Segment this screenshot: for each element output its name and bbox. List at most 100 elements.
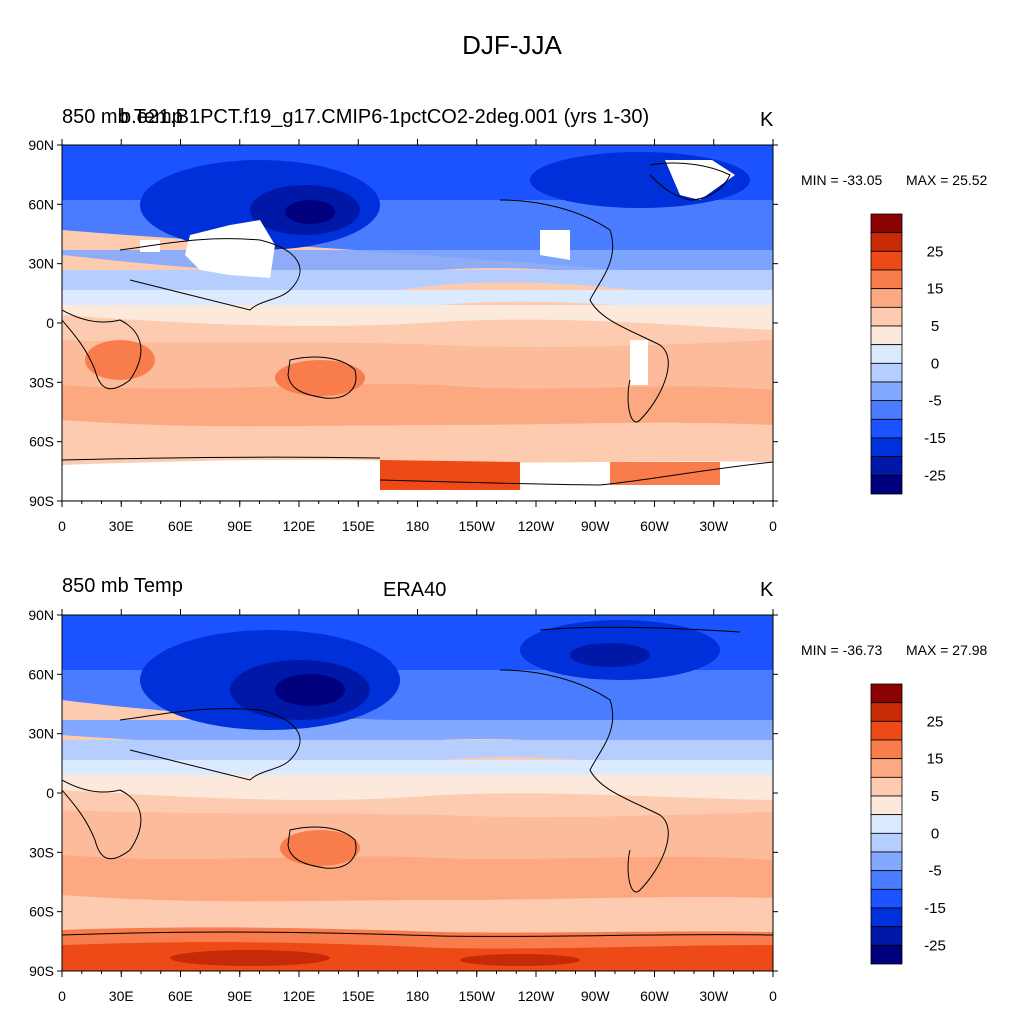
top-min-label: MIN = -33.05	[801, 172, 883, 188]
bottom-colorbar-swatch	[870, 907, 903, 928]
top-colorbar-swatch	[870, 213, 903, 234]
bottom-colorbar: 25 15 5 0 -5 -15 -25	[870, 683, 946, 965]
top-lon-label: 30W	[699, 518, 729, 534]
bottom-units: K	[760, 579, 774, 601]
bottom-lon-label: 90E	[227, 988, 252, 1004]
bottom-colorbar-swatch	[870, 926, 903, 946]
top-colorbar-swatch	[870, 306, 903, 327]
bottom-colorbar-swatch	[870, 795, 903, 816]
model-map-panel: 850 mb Temp b.e21.B1PCT.f19_g17.CMIP6-1p…	[28, 106, 987, 534]
top-colorbar-swatch	[870, 474, 903, 495]
top-lat-label: 0	[46, 315, 54, 331]
top-colorbar-swatch	[870, 325, 903, 346]
bottom-lon-label: 60E	[168, 988, 193, 1004]
bottom-colorbar-swatch	[870, 870, 903, 890]
bottom-min-label: MIN = -36.73	[801, 642, 883, 658]
bottom-colorbar-swatch	[870, 944, 903, 965]
top-colorbar-swatch	[870, 232, 903, 252]
bottom-colorbar-label: 15	[927, 751, 944, 768]
bottom-lon-label: 150E	[342, 988, 375, 1004]
top-contour-field	[62, 145, 773, 501]
top-axis-ticks	[57, 139, 778, 507]
top-colorbar-label: -5	[928, 393, 941, 410]
top-lat-label: 30S	[29, 374, 54, 390]
top-units: K	[760, 109, 774, 131]
top-colorbar-swatch	[870, 437, 903, 458]
top-lat-label: 90N	[28, 137, 54, 153]
top-lon-label: 120E	[283, 518, 316, 534]
bottom-case-title: ERA40	[383, 579, 446, 601]
top-lon-label: 0	[58, 518, 66, 534]
top-colorbar-swatch	[870, 400, 903, 420]
bottom-lon-label: 150W	[458, 988, 495, 1004]
top-lon-label: 120W	[518, 518, 555, 534]
coastlines	[62, 162, 773, 486]
bottom-colorbar-swatch	[870, 720, 903, 741]
top-lon-label: 30E	[109, 518, 134, 534]
top-colorbar-label: 15	[927, 281, 944, 298]
top-lon-label: 180	[406, 518, 430, 534]
bottom-colorbar-label: 5	[931, 788, 939, 805]
top-colorbar-label: -25	[924, 467, 946, 484]
bottom-colorbar-swatch	[870, 758, 903, 778]
bottom-max-label: MAX = 27.98	[906, 642, 988, 658]
top-lon-label: 150E	[342, 518, 375, 534]
bottom-lon-label: 90W	[581, 988, 611, 1004]
top-colorbar-swatch	[870, 456, 903, 476]
bottom-colorbar-label: -5	[928, 863, 941, 880]
top-colorbar: 25 15 5 0 -5 -15 -25	[870, 213, 946, 495]
top-lon-label: 150W	[458, 518, 495, 534]
top-lat-label: 30N	[28, 256, 54, 272]
bottom-lon-label: 30E	[109, 988, 134, 1004]
bottom-colorbar-swatch	[870, 888, 903, 909]
top-lat-label: 60S	[29, 434, 54, 450]
top-colorbar-swatch	[870, 362, 903, 383]
top-colorbar-label: -15	[924, 430, 946, 447]
bottom-lat-label: 30N	[28, 726, 54, 742]
bottom-axis-ticks	[57, 609, 778, 977]
bottom-lat-label: 90N	[28, 607, 54, 623]
top-colorbar-swatch	[870, 381, 903, 402]
top-lon-label: 90E	[227, 518, 252, 534]
top-colorbar-label: 5	[931, 318, 939, 335]
bottom-colorbar-swatch	[870, 776, 903, 797]
top-colorbar-swatch	[870, 250, 903, 271]
top-left-title: 850 mb Temp	[62, 106, 183, 128]
bottom-colorbar-label: -15	[924, 900, 946, 917]
top-max-label: MAX = 25.52	[906, 172, 988, 188]
bottom-lat-label: 30S	[29, 844, 54, 860]
bottom-colorbar-label: 0	[931, 825, 939, 842]
bottom-lon-label: 0	[769, 988, 777, 1004]
coastlines-ref	[62, 626, 773, 937]
bottom-left-title: 850 mb Temp	[62, 575, 183, 597]
top-lon-label: 0	[769, 518, 777, 534]
bottom-colorbar-label: 25	[927, 713, 944, 730]
bottom-colorbar-swatch	[870, 851, 903, 872]
bottom-lon-label: 60W	[640, 988, 670, 1004]
reference-map-panel: 850 mb Temp ERA40 K	[28, 575, 987, 1004]
bottom-colorbar-swatch	[870, 683, 903, 704]
top-colorbar-label: 25	[927, 243, 944, 260]
figure-title: DJF-JJA	[462, 30, 562, 60]
bottom-colorbar-swatch	[870, 739, 903, 760]
bottom-colorbar-label: -25	[924, 937, 946, 954]
bottom-contour-field	[62, 615, 773, 971]
bottom-lat-label: 60N	[28, 666, 54, 682]
top-colorbar-swatch	[870, 288, 903, 308]
top-colorbar-label: 0	[931, 355, 939, 372]
top-colorbar-swatch	[870, 418, 903, 439]
bottom-lat-label: 90S	[29, 963, 54, 979]
bottom-lon-label: 30W	[699, 988, 729, 1004]
bottom-lon-label: 0	[58, 988, 66, 1004]
top-colorbar-swatch	[870, 269, 903, 290]
top-colorbar-swatch	[870, 344, 903, 364]
top-lat-label: 90S	[29, 493, 54, 509]
top-lon-label: 60E	[168, 518, 193, 534]
bottom-lat-label: 60S	[29, 904, 54, 920]
bottom-colorbar-swatch	[870, 702, 903, 722]
top-lon-label: 90W	[581, 518, 611, 534]
bottom-lat-label: 0	[46, 785, 54, 801]
